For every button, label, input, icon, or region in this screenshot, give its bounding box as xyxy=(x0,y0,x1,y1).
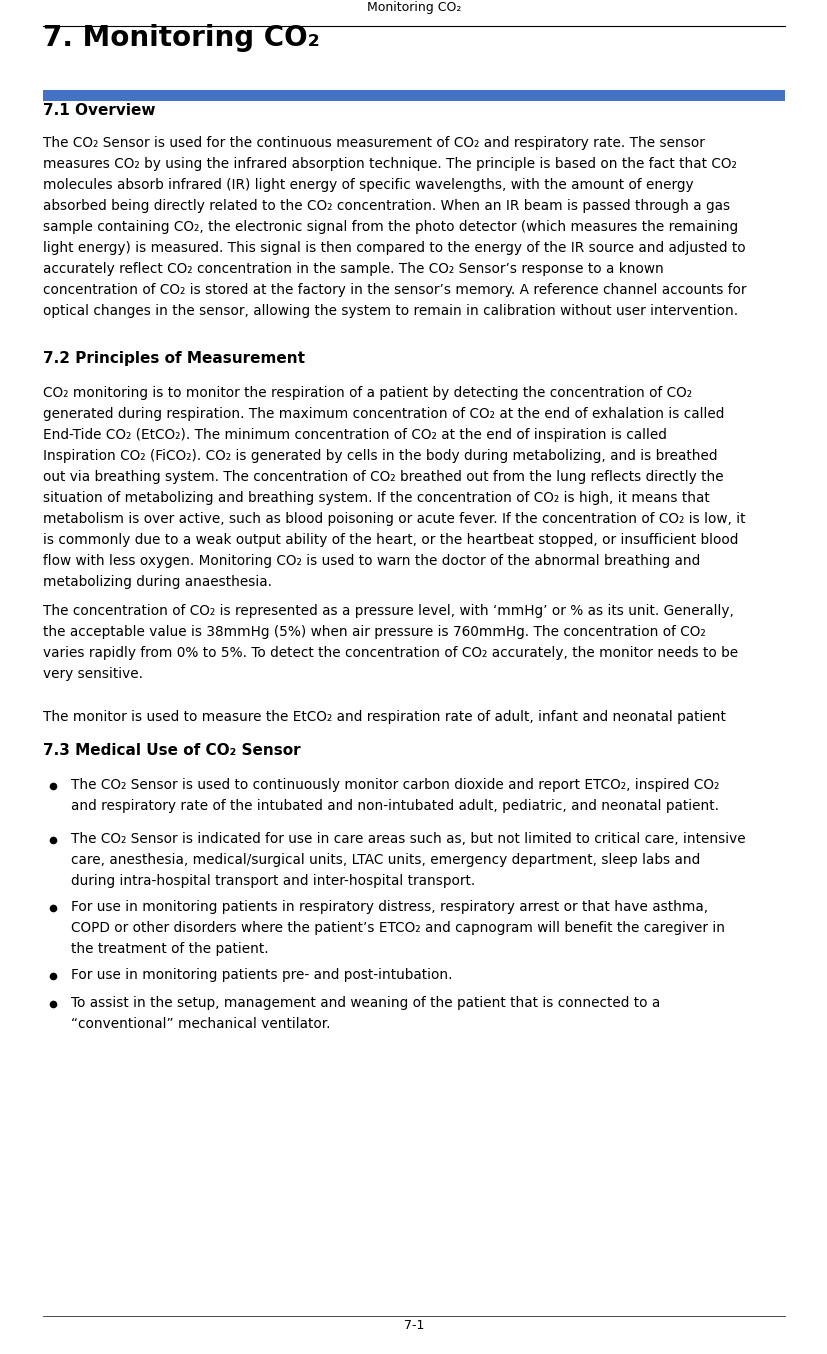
Text: care, anesthesia, medical/surgical units, LTAC units, emergency department, slee: care, anesthesia, medical/surgical units… xyxy=(71,853,700,867)
Text: 7-1: 7-1 xyxy=(404,1319,423,1332)
Text: and respiratory rate of the intubated and non-intubated adult, pediatric, and ne: and respiratory rate of the intubated an… xyxy=(71,799,718,812)
Text: generated during respiration. The maximum concentration of CO₂ at the end of exh: generated during respiration. The maximu… xyxy=(43,408,724,421)
Text: measures CO₂ by using the infrared absorption technique. The principle is based : measures CO₂ by using the infrared absor… xyxy=(43,157,736,171)
Text: light energy) is measured. This signal is then compared to the energy of the IR : light energy) is measured. This signal i… xyxy=(43,241,745,255)
Text: Inspiration CO₂ (FiCO₂). CO₂ is generated by cells in the body during metabolizi: Inspiration CO₂ (FiCO₂). CO₂ is generate… xyxy=(43,450,717,463)
Text: concentration of CO₂ is stored at the factory in the sensor’s memory. A referenc: concentration of CO₂ is stored at the fa… xyxy=(43,283,746,297)
Text: is commonly due to a weak output ability of the heart, or the heartbeat stopped,: is commonly due to a weak output ability… xyxy=(43,533,738,547)
Text: COPD or other disorders where the patient’s ETCO₂ and capnogram will benefit the: COPD or other disorders where the patien… xyxy=(71,921,724,936)
Text: “conventional” mechanical ventilator.: “conventional” mechanical ventilator. xyxy=(71,1017,330,1030)
Text: The CO₂ Sensor is used for the continuous measurement of CO₂ and respiratory rat: The CO₂ Sensor is used for the continuou… xyxy=(43,135,704,150)
Text: very sensitive.: very sensitive. xyxy=(43,668,143,681)
Text: 7.2 Principles of Measurement: 7.2 Principles of Measurement xyxy=(43,351,304,366)
Text: sample containing CO₂, the electronic signal from the photo detector (which meas: sample containing CO₂, the electronic si… xyxy=(43,219,737,234)
Text: 7. Monitoring CO₂: 7. Monitoring CO₂ xyxy=(43,24,319,51)
Text: metabolizing during anaesthesia.: metabolizing during anaesthesia. xyxy=(43,575,272,589)
Text: The concentration of CO₂ is represented as a pressure level, with ‘mmHg’ or % as: The concentration of CO₂ is represented … xyxy=(43,604,733,617)
Text: varies rapidly from 0% to 5%. To detect the concentration of CO₂ accurately, the: varies rapidly from 0% to 5%. To detect … xyxy=(43,646,737,659)
Text: The CO₂ Sensor is indicated for use in care areas such as, but not limited to cr: The CO₂ Sensor is indicated for use in c… xyxy=(71,831,745,846)
Text: For use in monitoring patients pre- and post-intubation.: For use in monitoring patients pre- and … xyxy=(71,968,452,982)
Text: 7.1 Overview: 7.1 Overview xyxy=(43,103,155,118)
Text: the acceptable value is 38mmHg (5%) when air pressure is 760mmHg. The concentrat: the acceptable value is 38mmHg (5%) when… xyxy=(43,626,705,639)
Text: metabolism is over active, such as blood poisoning or acute fever. If the concen: metabolism is over active, such as blood… xyxy=(43,512,744,525)
Text: out via breathing system. The concentration of CO₂ breathed out from the lung re: out via breathing system. The concentrat… xyxy=(43,470,723,483)
Text: For use in monitoring patients in respiratory distress, respiratory arrest or th: For use in monitoring patients in respir… xyxy=(71,900,707,914)
Text: The monitor is used to measure the EtCO₂ and respiration rate of adult, infant a: The monitor is used to measure the EtCO₂… xyxy=(43,709,725,724)
Text: optical changes in the sensor, allowing the system to remain in calibration with: optical changes in the sensor, allowing … xyxy=(43,305,737,318)
Text: End-Tide CO₂ (EtCO₂). The minimum concentration of CO₂ at the end of inspiration: End-Tide CO₂ (EtCO₂). The minimum concen… xyxy=(43,428,666,441)
Text: Monitoring CO₂: Monitoring CO₂ xyxy=(366,1,461,14)
Text: flow with less oxygen. Monitoring CO₂ is used to warn the doctor of the abnormal: flow with less oxygen. Monitoring CO₂ is… xyxy=(43,554,700,567)
Text: The CO₂ Sensor is used to continuously monitor carbon dioxide and report ETCO₂, : The CO₂ Sensor is used to continuously m… xyxy=(71,779,719,792)
Text: absorbed being directly related to the CO₂ concentration. When an IR beam is pas: absorbed being directly related to the C… xyxy=(43,199,729,213)
Text: the treatment of the patient.: the treatment of the patient. xyxy=(71,942,268,956)
Text: To assist in the setup, management and weaning of the patient that is connected : To assist in the setup, management and w… xyxy=(71,997,659,1010)
Text: accurately reflect CO₂ concentration in the sample. The CO₂ Sensor’s response to: accurately reflect CO₂ concentration in … xyxy=(43,263,663,276)
Text: 7.3 Medical Use of CO₂ Sensor: 7.3 Medical Use of CO₂ Sensor xyxy=(43,743,300,758)
Text: CO₂ monitoring is to monitor the respiration of a patient by detecting the conce: CO₂ monitoring is to monitor the respira… xyxy=(43,386,691,399)
Text: situation of metabolizing and breathing system. If the concentration of CO₂ is h: situation of metabolizing and breathing … xyxy=(43,492,709,505)
Bar xyxy=(43,89,784,102)
Text: molecules absorb infrared (IR) light energy of specific wavelengths, with the am: molecules absorb infrared (IR) light ene… xyxy=(43,177,693,192)
Text: during intra-hospital transport and inter-hospital transport.: during intra-hospital transport and inte… xyxy=(71,873,475,888)
